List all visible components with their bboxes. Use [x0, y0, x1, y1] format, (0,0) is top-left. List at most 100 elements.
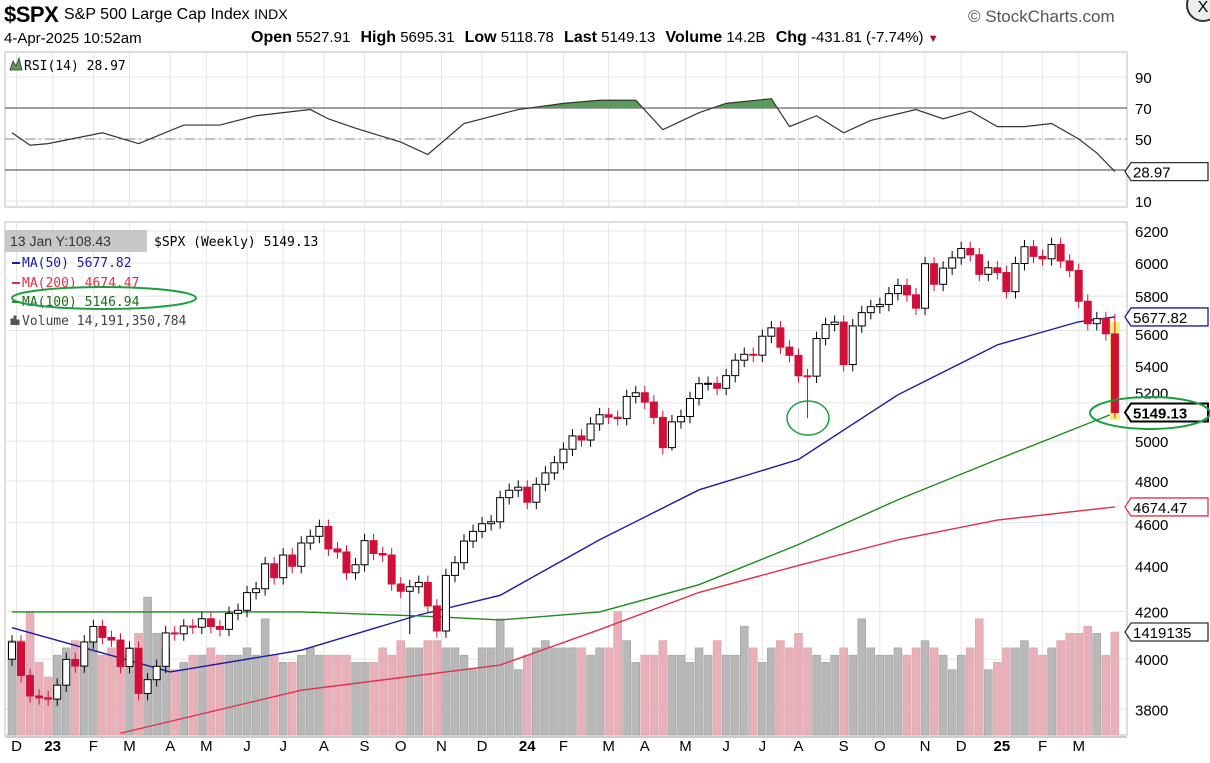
candles	[8, 237, 1120, 706]
ma50-line	[11, 316, 1115, 673]
candle-body	[613, 416, 622, 420]
volume-bar	[911, 647, 921, 736]
volume-bar	[1020, 640, 1029, 736]
volume-bar	[586, 654, 595, 736]
ma200-swatch	[12, 282, 20, 284]
candle-body	[478, 523, 487, 532]
price-legend: $SPX (Weekly) 5149.13	[154, 235, 318, 250]
candle-body	[577, 435, 586, 441]
x-tick-label: M	[1072, 738, 1085, 755]
candle-body	[441, 574, 450, 632]
stockcharts-brand[interactable]: © StockCharts.com	[968, 7, 1115, 26]
volume-bar	[758, 662, 767, 736]
volume-bar	[749, 647, 758, 736]
close-icon[interactable]: X	[1186, 0, 1210, 22]
volume-bar	[622, 640, 631, 736]
high-value: 5695.31	[400, 29, 455, 46]
candle-body	[288, 554, 297, 567]
candle-body	[414, 581, 423, 588]
volume-bar	[441, 647, 451, 736]
candle-body	[1092, 318, 1101, 325]
x-tick-label: D	[477, 738, 488, 755]
volume-bar	[559, 647, 568, 736]
price-tick-label: 4800	[1135, 474, 1168, 491]
candle-body	[405, 586, 414, 592]
datetime: 4-Apr-2025 10:52am	[4, 30, 142, 47]
candle-body	[80, 641, 89, 667]
tooltip: 13 Jan Y:108.43	[10, 233, 111, 249]
candle-body	[188, 625, 197, 628]
candle-body	[351, 564, 360, 574]
candle-body	[152, 665, 161, 681]
volume-bar	[975, 618, 984, 736]
candle-body	[378, 552, 387, 556]
volume-bar	[1101, 654, 1111, 736]
volume-bar	[324, 654, 333, 736]
candle-body	[948, 257, 957, 269]
volume-bar	[378, 647, 387, 736]
volume-bar	[414, 647, 424, 736]
candle-body	[206, 618, 215, 628]
candle-body	[8, 641, 16, 660]
volume-bar	[821, 662, 830, 736]
x-tick-label: O	[395, 738, 407, 755]
price-tick-label: 3800	[1135, 702, 1168, 719]
rsi-tick-label: 50	[1135, 132, 1152, 149]
volume-bar	[604, 647, 613, 736]
volume-bar	[278, 662, 288, 736]
volume-bar	[812, 654, 821, 736]
low-label: Low	[464, 29, 497, 46]
candle-body	[550, 462, 559, 474]
candle-body	[89, 626, 98, 643]
volume-bar	[857, 618, 867, 736]
x-tick-label: J	[722, 738, 730, 755]
volume-bar	[776, 640, 785, 736]
ma200-tag: 4674.47	[1133, 500, 1187, 517]
volume-icon	[10, 315, 20, 325]
price-tick-label: 5200	[1135, 385, 1168, 402]
volume-bar	[188, 654, 198, 736]
rsi-frame	[4, 51, 1128, 208]
x-tick-label: A	[793, 738, 803, 755]
volume-legend: Volume 14,191,350,784	[22, 314, 187, 329]
volume-bar	[794, 633, 803, 736]
volume-bar	[541, 640, 550, 736]
x-tick-label: J	[243, 738, 251, 755]
volume-bar	[513, 669, 523, 736]
volume-tag: 1419135	[1133, 625, 1191, 642]
volume-bar	[767, 647, 776, 736]
volume-bar	[595, 647, 604, 736]
candle-body	[749, 353, 758, 356]
candle-body	[143, 679, 152, 694]
x-tick-label: M	[123, 738, 136, 755]
volume-bar	[206, 647, 216, 736]
volume-bar	[1011, 647, 1020, 736]
volume-bar	[179, 662, 189, 736]
candle-body	[116, 639, 125, 668]
chg-value: -431.81 (-7.74%)	[810, 29, 924, 46]
candle-body	[270, 563, 279, 579]
volume-bar	[1047, 647, 1056, 736]
volume-bar	[170, 669, 179, 736]
candle-body	[496, 497, 505, 523]
ma200-tag-box	[1124, 497, 1209, 517]
last-label: Last	[564, 29, 597, 46]
candle-body	[62, 658, 71, 686]
candle-body	[1101, 318, 1110, 335]
volume-bar	[333, 654, 342, 736]
x-tick-label: J	[279, 738, 287, 755]
candle-body	[541, 472, 550, 485]
candle-body	[279, 554, 288, 579]
volume-bar	[965, 647, 975, 736]
x-tick-label: 23	[44, 738, 61, 755]
candle-body	[604, 414, 613, 418]
volume-bar	[260, 618, 270, 736]
index-title: S&P 500 Large Cap Index	[64, 6, 250, 23]
volume-bar	[495, 618, 505, 736]
candle-body	[830, 321, 839, 326]
volume-bar	[287, 662, 297, 736]
candle-body	[71, 658, 80, 667]
volume-bar	[224, 654, 234, 736]
candle-body	[387, 554, 396, 585]
